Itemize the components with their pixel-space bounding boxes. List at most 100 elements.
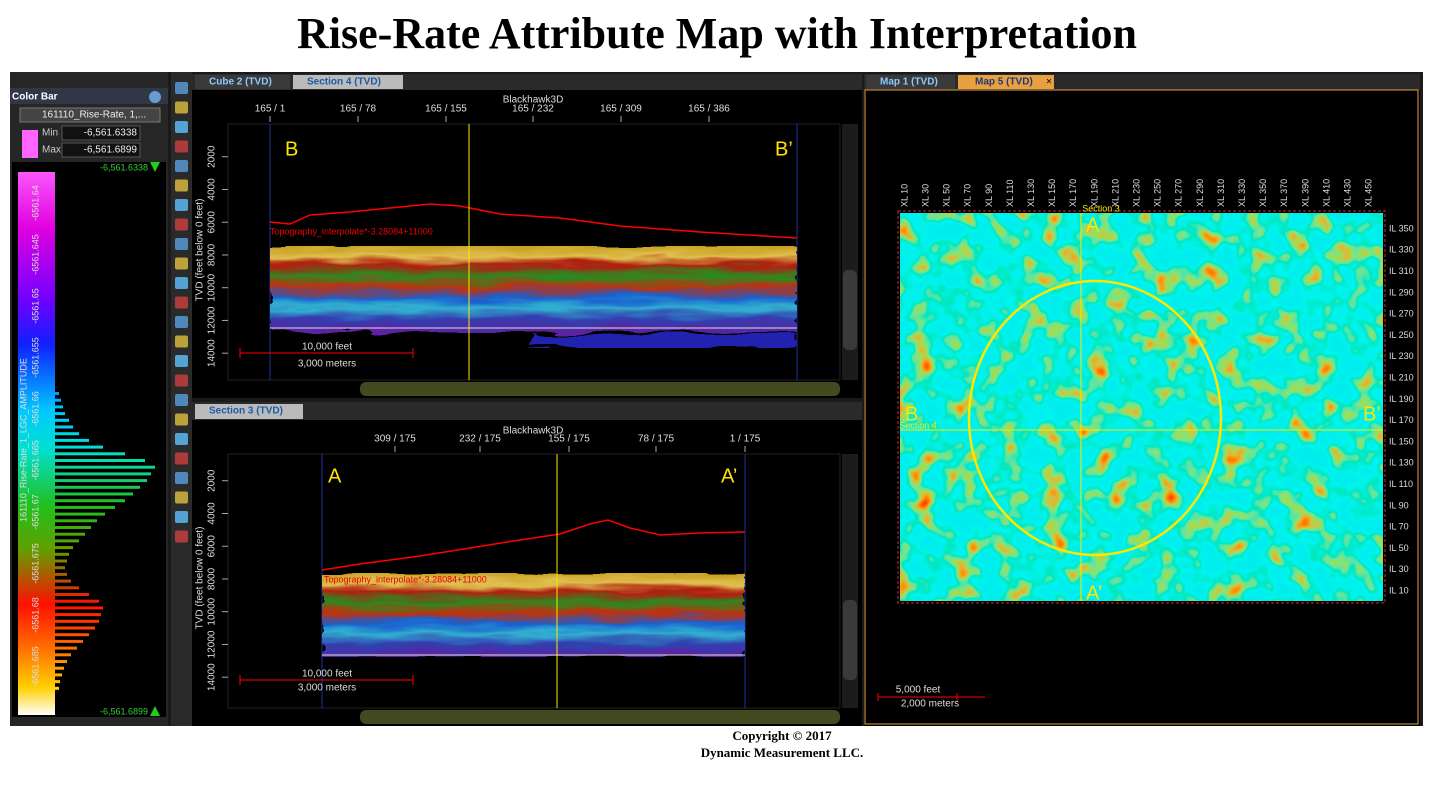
histogram-bar [55, 572, 67, 576]
tool-button[interactable] [175, 238, 188, 250]
scrollbar[interactable] [843, 600, 857, 680]
color-tick-label: -6561.68 [30, 597, 40, 633]
tool-button[interactable] [175, 413, 188, 426]
max-input[interactable] [61, 142, 141, 158]
inline-label: IL 170 [1389, 415, 1414, 425]
crossline-label: XL 290 [1195, 179, 1205, 207]
section-label: A [328, 465, 342, 487]
tool-button[interactable] [175, 335, 188, 348]
histogram-bar [55, 459, 145, 462]
tool-button[interactable] [175, 121, 188, 133]
scale-label: 2,000 meters [901, 699, 959, 710]
histogram-bar [55, 492, 133, 496]
tool-button[interactable] [175, 452, 188, 465]
y-tick-label: 12000 [207, 306, 218, 334]
histogram-bar [55, 405, 63, 409]
histogram-bar [55, 418, 69, 422]
histogram-bar [55, 666, 64, 670]
tool-button[interactable] [175, 199, 188, 211]
crossline-label: XL 170 [1068, 179, 1078, 207]
color-tick-label: -6561.67 [30, 494, 40, 530]
toolbar [171, 72, 192, 726]
attribute-dropdown[interactable] [19, 107, 161, 123]
crossline-label: XL 390 [1300, 179, 1310, 207]
crossline-label: XL 150 [1047, 179, 1057, 207]
tab-active[interactable] [195, 404, 303, 419]
scrollbar[interactable] [843, 270, 857, 350]
color-tick-label: -6561.675 [30, 543, 40, 584]
x-tick-label: 165 / 155 [425, 104, 467, 115]
close-tab[interactable]: × [1046, 77, 1052, 88]
x-tick-label: 165 / 386 [688, 104, 730, 115]
tool-button[interactable] [175, 218, 188, 231]
attribute-name: 161110_Rise-Rate, 1,... [42, 110, 146, 121]
tool-button[interactable] [175, 472, 188, 484]
tab[interactable] [866, 75, 955, 89]
crossline-label: XL 250 [1153, 179, 1163, 207]
tab-active[interactable] [958, 75, 1054, 89]
map-label: A [1086, 214, 1100, 236]
max-value: -6,561.6899 [84, 145, 138, 156]
crossline-label: XL 30 [920, 184, 930, 207]
scrollbar[interactable] [360, 382, 840, 396]
scrollbar[interactable] [360, 710, 840, 724]
inline-label: IL 190 [1389, 394, 1414, 404]
crossline-label: XL 230 [1131, 179, 1141, 207]
map-label: B’ [1363, 403, 1381, 425]
tool-button[interactable] [175, 296, 188, 309]
color-tick-label: -6561.66 [30, 391, 40, 427]
tool-button[interactable] [175, 433, 188, 445]
crossline-label: XL 410 [1321, 179, 1331, 207]
tool-button[interactable] [175, 257, 188, 270]
histogram-bar [55, 653, 71, 657]
tool-button[interactable] [175, 491, 188, 504]
color-tick-label: -6561.65 [30, 288, 40, 324]
x-tick-label: 232 / 175 [459, 434, 501, 445]
histogram-bar [55, 593, 89, 596]
tool-button[interactable] [175, 394, 188, 406]
tab-active[interactable] [293, 75, 403, 89]
interpretation-ellipse [967, 279, 1223, 557]
inline-label: IL 30 [1389, 564, 1409, 574]
tool-button[interactable] [175, 82, 188, 94]
y-tick-label: 12000 [207, 630, 218, 658]
crossline-label: XL 330 [1237, 179, 1247, 207]
tool-button[interactable] [175, 355, 188, 367]
histogram-bar [55, 539, 79, 543]
tool-button[interactable] [175, 316, 188, 328]
histogram-bar [55, 660, 67, 663]
tool-button[interactable] [175, 160, 188, 172]
histogram-bar [55, 465, 155, 469]
tool-button[interactable] [175, 277, 188, 289]
tool-button[interactable] [175, 511, 188, 523]
inline-label: IL 230 [1389, 351, 1414, 361]
tool-button[interactable] [175, 101, 188, 114]
inline-label: IL 270 [1389, 309, 1414, 319]
tab-label: Cube 2 (TVD) [209, 77, 272, 88]
y-tick-label: 6000 [207, 535, 218, 558]
color-tick-label: -6561.645 [30, 234, 40, 275]
tool-button[interactable] [175, 530, 188, 543]
tab[interactable] [195, 75, 290, 89]
min-value: -6,561.6338 [84, 128, 138, 139]
tool-button[interactable] [175, 374, 188, 387]
y-tick-label: 14000 [207, 663, 218, 691]
tab-label: Section 4 (TVD) [307, 77, 381, 88]
histogram-bar [55, 505, 115, 509]
y-axis-title: TVD (feet below 0 feet) [195, 527, 206, 630]
company: Dynamic Measurement LLC. [701, 745, 864, 760]
histogram-bar [55, 686, 59, 690]
crossline-label: XL 370 [1279, 179, 1289, 207]
tool-button[interactable] [175, 179, 188, 192]
min-input[interactable] [61, 125, 141, 141]
max-label: Max [42, 145, 61, 156]
tab-label: Map 1 (TVD) [880, 77, 938, 88]
histogram-bar [55, 412, 65, 416]
color-tick-label: -6561.655 [30, 337, 40, 378]
section-4-panel: Cube 2 (TVD) Section 4 (TVD) Blackhawk3D… [192, 74, 862, 398]
color-tick-label: -6561.665 [30, 440, 40, 481]
tool-button[interactable] [175, 140, 188, 153]
crossline-label: XL 130 [1026, 179, 1036, 207]
help-icon[interactable] [149, 91, 161, 103]
inline-label: IL 290 [1389, 287, 1414, 297]
